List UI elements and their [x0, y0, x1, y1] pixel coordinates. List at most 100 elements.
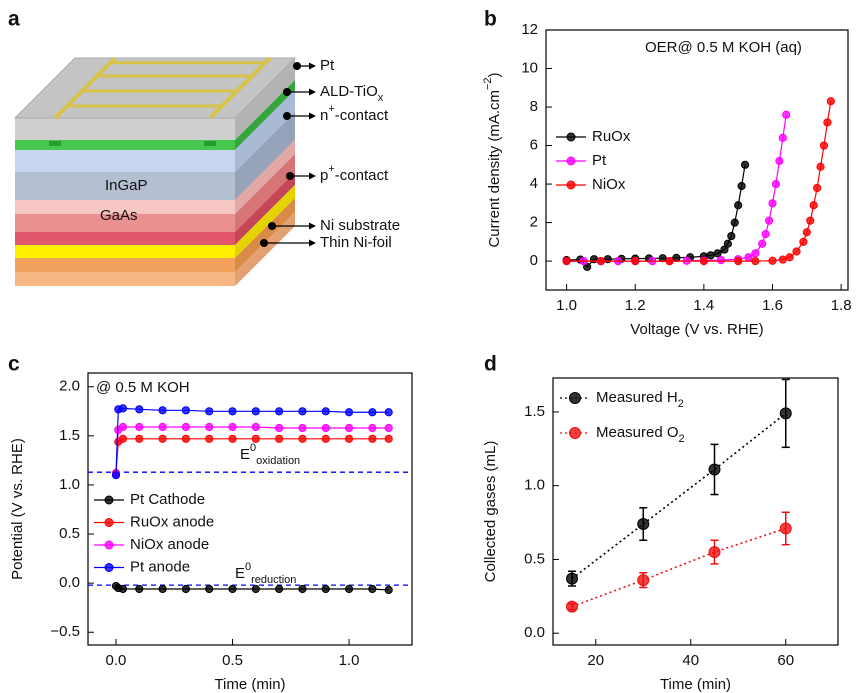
- data-point: [813, 183, 822, 193]
- data-point: [111, 471, 121, 480]
- data-point: [344, 584, 354, 594]
- plot-frame: [545, 29, 849, 291]
- x-tick-label: 60: [777, 652, 794, 669]
- layer-side: [235, 198, 295, 272]
- y-tick-label: 0.0: [524, 624, 545, 641]
- legend-label: Measured H2: [596, 389, 684, 410]
- data-point: [761, 230, 770, 239]
- data-point: [779, 522, 792, 535]
- data-point: [368, 584, 377, 594]
- legend-marker: [566, 156, 576, 166]
- data-point: [135, 405, 144, 414]
- data-point: [298, 584, 307, 594]
- data-point: [778, 133, 787, 142]
- data-point: [228, 584, 237, 594]
- electrode-pad: [49, 141, 61, 146]
- text-part: ALD-TiO: [320, 83, 378, 100]
- data-point: [135, 422, 144, 432]
- data-point: [778, 255, 787, 264]
- reference-label: E0reduction: [235, 561, 296, 586]
- data-point: [665, 257, 674, 266]
- data-point: [596, 257, 606, 266]
- layer-side: [235, 140, 295, 214]
- data-point: [384, 423, 393, 433]
- x-tick-label: 1.4: [693, 297, 714, 314]
- layer-front: [15, 140, 235, 150]
- panel-label: b: [484, 8, 497, 31]
- data-point: [740, 160, 750, 169]
- y-tick-label: 1.0: [59, 476, 80, 493]
- data-point: [758, 239, 767, 248]
- callout-arrowhead: [309, 62, 316, 70]
- data-point: [158, 434, 167, 443]
- data-point: [344, 423, 354, 433]
- data-point: [181, 422, 190, 432]
- data-point: [321, 584, 330, 594]
- data-point: [809, 201, 818, 210]
- text-part: +: [328, 103, 334, 115]
- y-tick-label: 0.5: [59, 525, 80, 542]
- data-point: [158, 406, 167, 415]
- legend-marker: [569, 427, 581, 439]
- callout-label: Pt: [320, 57, 335, 74]
- y-tick-label: 10: [521, 59, 538, 76]
- layer-side: [235, 172, 295, 245]
- data-point: [118, 434, 128, 443]
- x-tick-label: 1.0: [339, 652, 360, 669]
- data-point: [631, 257, 640, 266]
- x-tick-label: 0.0: [106, 652, 127, 669]
- data-point: [744, 253, 753, 262]
- data-point: [799, 237, 808, 246]
- panel-label: a: [8, 8, 20, 31]
- data-point: [637, 574, 650, 587]
- callout-arrowhead: [309, 172, 316, 180]
- data-point: [135, 434, 144, 443]
- y-tick-label: −0.5: [50, 623, 80, 640]
- data-point: [782, 110, 791, 119]
- legend-label: Pt Cathode: [130, 491, 205, 508]
- callout-label: p+-contact: [320, 163, 389, 184]
- layer-front: [15, 214, 235, 232]
- y-tick-label: 8: [530, 98, 538, 115]
- data-point: [637, 518, 650, 531]
- text-part: Current density (mA.cm: [486, 90, 503, 248]
- plot-frame: [87, 372, 413, 646]
- data-point: [118, 404, 128, 413]
- electrode-pad: [204, 141, 216, 146]
- text-part: oxidation: [256, 455, 300, 467]
- data-point: [708, 463, 721, 476]
- x-tick-label: 20: [587, 652, 604, 669]
- annotation: OER@ 0.5 M KOH (aq): [645, 39, 802, 56]
- data-point: [764, 216, 774, 225]
- data-point: [566, 600, 578, 613]
- panel-label: c: [8, 353, 20, 376]
- data-point: [368, 434, 377, 443]
- data-point: [181, 584, 190, 594]
- x-axis-label: Time (min): [214, 676, 285, 693]
- callout-label: Ni substrate: [320, 217, 400, 234]
- layer-side: [235, 212, 295, 286]
- text-part: -contact: [335, 167, 389, 184]
- data-point: [823, 118, 832, 127]
- data-point: [135, 584, 144, 594]
- legend-marker: [566, 180, 576, 190]
- x-axis-label: Time (min): [660, 676, 731, 693]
- legend-marker: [104, 540, 114, 550]
- electrode: [208, 56, 272, 120]
- data-point: [734, 201, 743, 210]
- y-tick-label: 0: [530, 252, 538, 269]
- y-tick-label: 1.0: [524, 477, 545, 494]
- text-part: 2: [678, 398, 684, 410]
- text-part: 0: [250, 442, 256, 454]
- data-point: [158, 584, 167, 594]
- data-point: [228, 434, 237, 443]
- data-point: [344, 434, 354, 443]
- text-part: Ni substrate: [320, 217, 400, 234]
- data-point: [768, 256, 777, 265]
- panel-label: d: [484, 353, 497, 376]
- data-point: [716, 256, 726, 265]
- plot-frame: [552, 377, 839, 646]
- data-point: [368, 408, 377, 417]
- x-tick-label: 1.0: [556, 297, 577, 314]
